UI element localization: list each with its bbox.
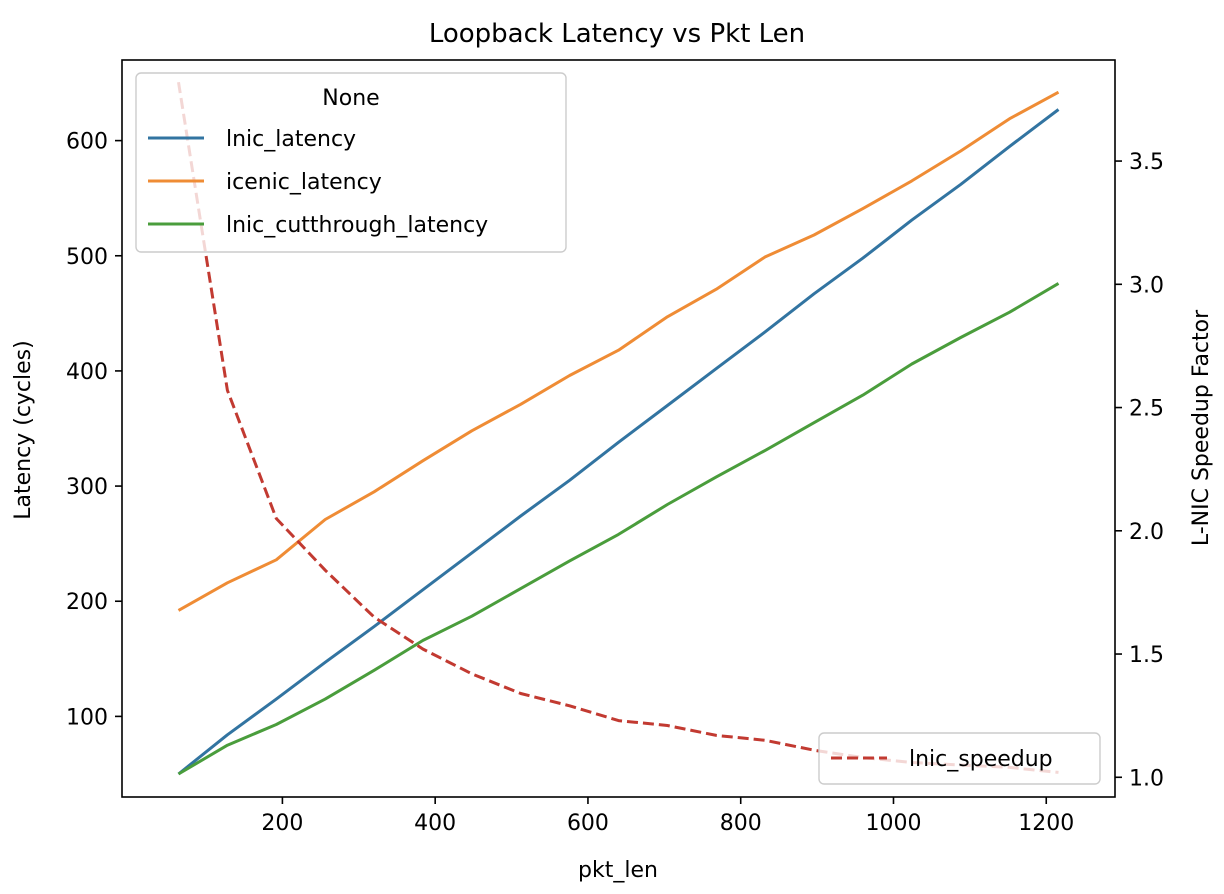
x-tick-label: 1000 [865, 811, 921, 836]
x-tick-label: 200 [261, 811, 303, 836]
plot-frame [121, 59, 1116, 798]
y2-axis-label: L-NIC Speedup Factor [1189, 309, 1214, 546]
y-axis-label: Latency (cycles) [11, 340, 36, 519]
x-axis-label: pkt_len [578, 858, 658, 883]
legend-title: None [322, 86, 379, 111]
legend-label-lnic-speedup: lnic_speedup [909, 747, 1053, 772]
y-tick-label: 400 [66, 360, 108, 385]
y2-tick-label: 1.5 [1129, 643, 1164, 668]
legend-right-frame [818, 732, 1101, 785]
y2-tick-label: 3.0 [1129, 273, 1164, 298]
series-layer [177, 81, 1060, 776]
series-line-icenic-latency [177, 90, 1060, 612]
x-tick-label: 800 [720, 811, 762, 836]
y2-tick-label: 3.5 [1129, 150, 1164, 175]
legend-label-lnic-latency: lnic_latency [226, 127, 356, 152]
y-tick-label: 500 [66, 245, 108, 270]
x-tick-label: 400 [414, 811, 456, 836]
x-tick-label: 1200 [1018, 811, 1074, 836]
legend-label-icenic-latency: icenic_latency [226, 170, 382, 195]
y2-tick-label: 2.0 [1129, 520, 1164, 545]
legend-left: None lnic_latency icenic_latency lnic_cu… [135, 72, 567, 253]
legend-left-frame [135, 72, 567, 253]
x-tick-label: 600 [567, 811, 609, 836]
y-tick-label: 600 [66, 130, 108, 155]
y-tick-label: 100 [66, 705, 108, 730]
y-tick-label: 200 [66, 590, 108, 615]
x-axis: 200 400 600 800 1000 1200 [261, 797, 1074, 836]
y-tick-label: 300 [66, 475, 108, 500]
series-line-lnic-cutthrough-latency [177, 282, 1060, 776]
y-axis-left: 100 200 300 400 500 600 [66, 130, 122, 730]
y2-tick-label: 1.0 [1129, 766, 1164, 791]
legend-right: lnic_speedup [818, 732, 1101, 785]
legend-label-lnic-cutthrough-latency: lnic_cutthrough_latency [226, 213, 488, 238]
series-line-lnic-latency [177, 108, 1060, 776]
chart-title: Loopback Latency vs Pkt Len [429, 19, 805, 49]
y2-tick-label: 2.5 [1129, 397, 1164, 422]
y-axis-right: 1.0 1.5 2.0 2.5 3.0 3.5 [1115, 150, 1164, 791]
